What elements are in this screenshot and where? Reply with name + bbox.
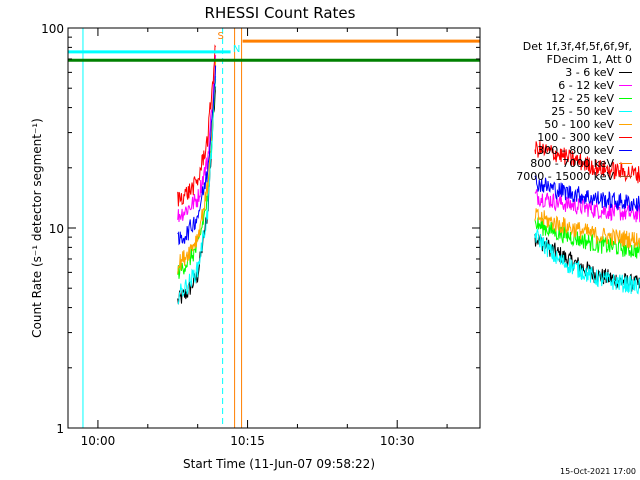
series-line [534,141,640,184]
y-tick-label: 10 [49,222,64,236]
legend-entry: 6 - 12 keV [480,79,632,92]
timestamp: 15-Oct-2021 17:00 [560,467,636,476]
y-tick-label: 1 [56,422,64,436]
series-line [534,217,640,259]
legend-entry: 100 - 300 keV [480,131,632,144]
series-layer [177,44,640,305]
legend-label: 12 - 25 keV [551,92,614,105]
series-line [534,208,640,250]
legend-entry: 800 - 7000 keV [480,157,632,170]
marker-layer [68,28,480,428]
x-tick-label: 10:00 [81,434,116,448]
legend-label: 100 - 300 keV [537,131,614,144]
legend-swatch [619,137,632,138]
legend-entry: 300 - 800 keV [480,144,632,157]
legend-label: 25 - 50 keV [551,105,614,118]
annotation-label: S [217,31,223,42]
x-axis-label: Start Time (11-Jun-07 09:58:22) [183,457,375,471]
legend-label: 6 - 12 keV [558,79,614,92]
legend-label: 300 - 800 keV [537,144,614,157]
series-line [177,76,217,305]
legend-entry: 3 - 6 keV [480,66,632,79]
legend-label: 50 - 100 keV [544,118,614,131]
annotation-layer: SNRD0RD4 [217,31,240,55]
x-tick-label: 10:15 [230,434,265,448]
legend-label: 800 - 7000 keV [530,157,614,170]
legend-entry: 12 - 25 keV [480,92,632,105]
legend-header-line: Det 1f,3f,4f,5f,6f,9f, [522,40,632,53]
series-line [177,60,217,275]
chart-title: RHESSI Count Rates [205,4,356,22]
legend-swatch [619,98,632,99]
series-line [177,65,217,246]
legend-entry: 7000 - 15000 keV [480,170,632,183]
series-line [177,54,217,223]
annotation-label: N [233,44,240,55]
series-line [534,174,640,213]
legend-swatch [619,176,632,177]
x-tick-label: 10:30 [380,434,415,448]
series-line [534,189,640,223]
legend-swatch [619,163,632,164]
legend-swatch [619,150,632,151]
series-line [177,44,217,207]
series-line [534,234,640,292]
legend-entry: 25 - 50 keV [480,105,632,118]
y-tick-label: 100 [41,22,64,36]
legend-swatch [619,111,632,112]
legend-label: 7000 - 15000 keV [516,170,614,183]
legend-swatch [619,72,632,73]
legend-swatch [619,85,632,86]
legend-header-line: FDecim 1, Att 0 [546,53,632,66]
axis-layer: 10:00 10:15 10:30 1 10 100 [41,22,480,448]
legend-entry: 50 - 100 keV [480,118,632,131]
legend-swatch [619,124,632,125]
y-axis-label: Count Rate (s⁻¹ detector segment⁻¹) [30,118,44,338]
series-line [534,228,640,295]
plot-frame [67,27,481,429]
legend: Det 1f,3f,4f,5f,6f,9f, FDecim 1, Att 0 3… [480,40,632,183]
legend-label: 3 - 6 keV [565,66,614,79]
